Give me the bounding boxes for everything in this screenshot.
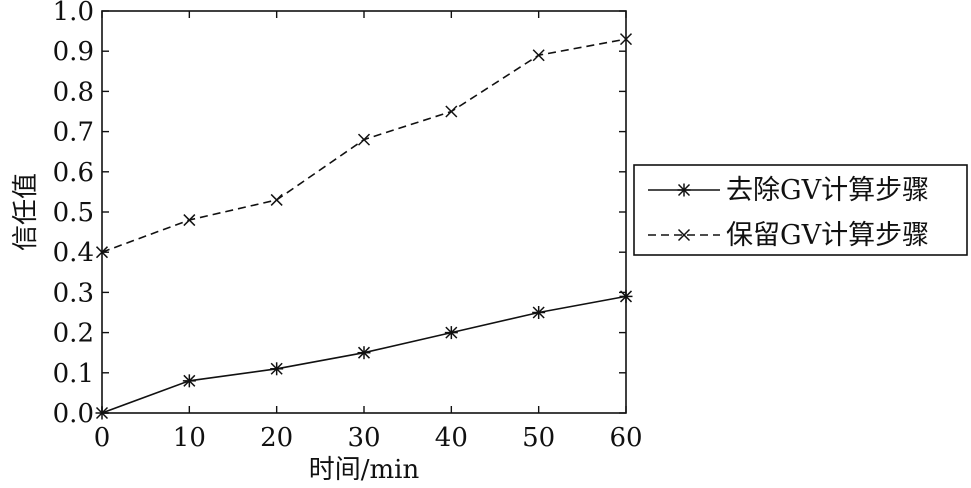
y-tick-label: 0.2 xyxy=(53,319,94,349)
x-tick-label: 10 xyxy=(173,423,206,453)
series-1-point xyxy=(619,289,633,303)
y-tick-label: 0.7 xyxy=(53,118,94,148)
y-tick-label: 0.5 xyxy=(53,198,94,228)
y-tick-label: 0.4 xyxy=(53,238,94,268)
y-axis-label: 信任值 xyxy=(11,173,41,251)
legend-marker-2 xyxy=(677,228,691,242)
x-tick-label: 0 xyxy=(94,423,111,453)
plot-area: 0.0 0.1 0.2 0.3 0.4 0.5 0.6 0.7 0.8 0.9 1.0 0 10 20 3… xyxy=(53,0,643,453)
series-2-point xyxy=(619,33,633,46)
x-axis: 0 10 20 30 40 50 60 xyxy=(94,11,643,453)
series-line-2 xyxy=(101,38,627,253)
legend-label-2: 保留GV计算步骤 xyxy=(726,220,929,251)
legend-label-1: 去除GV计算步骤 xyxy=(726,175,929,206)
x-axis-label: 时间/min xyxy=(309,455,420,485)
series-2-point xyxy=(532,49,545,62)
x-tick-label: 40 xyxy=(435,423,468,453)
series-2-point xyxy=(357,133,371,146)
y-tick-label: 0.0 xyxy=(53,399,94,429)
series-1-point xyxy=(532,306,546,319)
series-2-point xyxy=(270,193,283,206)
y-tick-label: 1.0 xyxy=(53,0,94,27)
x-tick-label: 20 xyxy=(260,423,293,453)
x-tick-label: 50 xyxy=(522,423,555,453)
series-1-point xyxy=(444,326,458,340)
y-tick-label: 0.8 xyxy=(53,77,94,107)
series-1-point xyxy=(95,406,109,420)
x-tick-label: 60 xyxy=(609,423,642,453)
y-tick-label: 0.1 xyxy=(53,359,94,389)
series-layer xyxy=(95,33,633,420)
series-1-point xyxy=(357,346,371,360)
y-axis: 0.0 0.1 0.2 0.3 0.4 0.5 0.6 0.7 0.8 0.9 1.0 xyxy=(53,0,626,429)
series-2-point xyxy=(183,214,196,227)
y-tick-label: 0.6 xyxy=(53,158,94,188)
y-tick-label: 0.9 xyxy=(53,37,94,67)
series-1-point xyxy=(270,362,284,376)
x-tick-label: 30 xyxy=(347,423,380,453)
legend-marker-1 xyxy=(677,183,691,197)
series-1-point xyxy=(182,374,196,388)
y-tick-label: 0.3 xyxy=(53,278,94,308)
series-2-point xyxy=(445,105,458,118)
series-2-point xyxy=(95,246,109,259)
